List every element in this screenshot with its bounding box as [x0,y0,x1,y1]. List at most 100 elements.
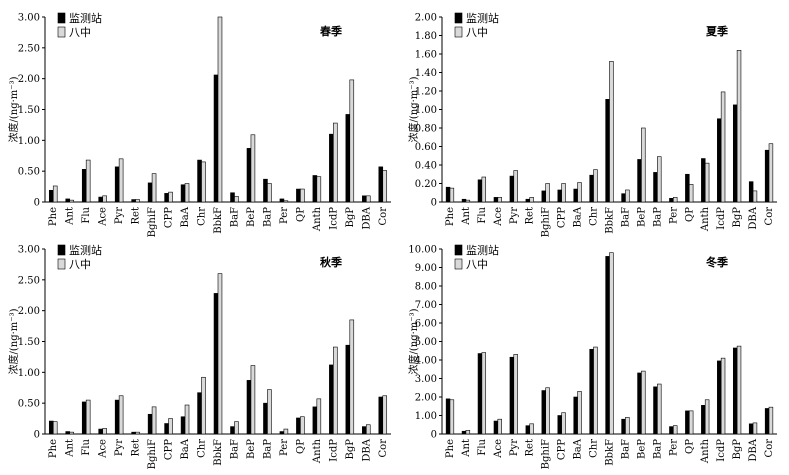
autumn-legend-swatch-bazhong [57,258,66,270]
winter-x-tick-label: BeP [636,439,647,459]
winter-bar-pyr-bazhong [513,354,518,435]
summer-bar-bap-bazhong [657,156,662,203]
spring-x-tick-label: Phe [48,207,59,226]
summer-x-tick-label: BaF [620,207,631,227]
autumn-bar-chr-bazhong [201,376,206,435]
summer-bar-bghif-bazhong [545,183,550,203]
summer-x-tick-label: BgP [732,207,743,228]
winter-bar-flu-bazhong [481,352,487,435]
autumn-bar-dba-monitor [362,426,367,435]
spring-bar-dba-bazhong [365,195,371,203]
spring-bar-dba-monitor [362,195,367,203]
winter-bar-ant-monitor [461,430,467,435]
summer-bar-bghif-monitor [541,190,546,203]
winter-x-tick-label: BaP [652,439,663,459]
summer-bar-dba-monitor [748,181,754,203]
autumn-bar-qp-bazhong [300,416,305,435]
summer-x-tick-label: BaP [652,207,663,227]
winter-x-tick-label: CPP [557,439,568,460]
winter-x-tick-label: IcdP [716,439,727,462]
spring-bar-baf-bazhong [234,196,239,203]
winter-bar-bap-monitor [653,386,658,435]
winter-x-tick-label: BbkF [605,439,616,466]
autumn-bar-icdp-bazhong [333,346,338,435]
autumn-x-tick-label: Pyr [114,439,125,456]
autumn-y-tick-label: 0 [34,430,40,441]
summer-bar-chr-monitor [589,174,594,203]
autumn-bar-bgp-bazhong [349,319,355,435]
summer-bar-icdp-monitor [717,118,722,203]
spring-bar-bghif-monitor [147,182,153,203]
autumn-legend-label-bazhong: 八中 [69,258,91,271]
winter-x-tick-label: BaA [573,438,584,459]
spring-bar-cpp-monitor [164,193,169,203]
summer-legend-swatch-bazhong [454,26,463,38]
summer-bar-qp-monitor [685,173,690,203]
summer-bar-per-bazhong [673,197,678,203]
winter-y-tick-label: 3.00 [415,374,437,385]
winter-bar-bap-bazhong [657,383,662,435]
summer-x-tick-label: BeP [636,207,647,227]
autumn-x-tick-label: QP [295,439,306,454]
autumn-title: 秋季 [320,255,343,269]
spring-y-tick-label: 0 [34,198,40,209]
autumn-bar-bghif-monitor [147,413,153,435]
winter-bar-qp-monitor [685,410,690,435]
summer-bar-cpp-monitor [557,189,562,203]
summer-x-tick-label: Ret [525,207,536,224]
spring-y-tick-label: 2.50 [18,43,40,54]
spring-x-tick-label: BaP [262,207,273,227]
autumn-x-tick-label: Chr [197,439,208,458]
summer-x-tick-label: Pyr [509,207,520,224]
winter-x-tick-label: DBA [748,438,759,461]
spring-bar-ant-bazhong [69,199,74,203]
spring-x-tick-label: Ant [65,207,76,226]
summer-x-tick-label: Ace [493,207,504,227]
spring-bar-phe-monitor [48,189,54,203]
winter-x-tick-label: Per [668,439,679,456]
winter-legend-label-monitor: 监测站 [466,243,499,257]
summer-panel: 0 0.20 0.40 0.60 0.80 1.00 1.20 1.40 1.60 1.80 2.0… [407,11,777,237]
autumn-bar-phe-bazhong [52,421,58,435]
winter-x-tick-label: BaF [620,439,631,459]
spring-bar-bap-monitor [263,178,268,203]
winter-bar-chr-bazhong [593,346,598,435]
winter-legend-swatch-bazhong [454,258,463,270]
autumn-x-tick-label: BbkF [213,439,224,466]
summer-y-tick-label: 0.80 [415,124,437,135]
autumn-bar-ret-bazhong [135,431,140,435]
spring-bar-anth-monitor [312,175,318,203]
winter-bar-baa-bazhong [577,391,582,435]
spring-x-tick-label: Pyr [114,207,125,224]
summer-bar-qp-bazhong [688,184,694,203]
summer-bar-ant-monitor [461,198,467,203]
summer-bar-phe-monitor [445,186,451,203]
spring-bar-bep-monitor [246,148,252,203]
winter-y-tick-label: 8.00 [415,282,437,293]
spring-bar-bbkf-monitor [213,74,219,203]
autumn-bar-anth-monitor [312,406,318,435]
autumn-y-tick-label: 2.50 [18,275,40,286]
autumn-bar-bep-monitor [246,380,252,435]
winter-bar-anth-bazhong [704,399,710,435]
winter-y-tick-label: 10.00 [408,245,437,256]
winter-x-tick-label: BghiF [541,439,552,469]
spring-bar-flu-bazhong [85,159,91,203]
autumn-x-tick-label: BgP [345,439,356,460]
summer-bar-bgp-monitor [732,104,738,203]
autumn-y-tick-label: 1.50 [18,337,40,348]
spring-bar-baf-monitor [230,192,235,203]
spring-bar-ret-bazhong [135,199,140,203]
autumn-bar-icdp-monitor [329,364,334,435]
winter-bar-per-monitor [669,426,674,435]
summer-bar-baa-monitor [573,188,578,203]
summer-bar-per-monitor [669,198,674,203]
winter-bar-ace-bazhong [497,418,502,435]
winter-legend-label-bazhong: 八中 [466,258,488,271]
autumn-bar-bghif-bazhong [151,406,157,435]
winter-x-tick-label: Anth [700,438,711,464]
summer-bar-baf-bazhong [625,189,630,203]
spring-x-tick-label: Chr [197,207,208,226]
summer-title: 夏季 [706,24,729,38]
autumn-x-tick-label: Phe [48,439,59,458]
